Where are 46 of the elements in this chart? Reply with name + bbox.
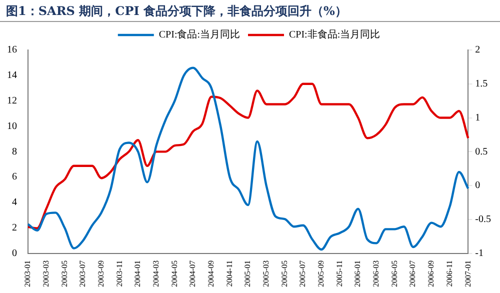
y2-tick-label: -1: [475, 248, 484, 259]
y-tick-label: 6: [12, 172, 17, 183]
y-tick-label: 8: [12, 146, 17, 158]
x-tick-label: 2006-09: [426, 260, 436, 288]
x-tick-label: 2003-07: [78, 260, 88, 288]
y2-tick-label: 1.5: [475, 78, 488, 90]
x-tick-label: 2006-07: [408, 260, 418, 288]
y-tick-label: 16: [7, 44, 17, 56]
x-tick-label: 2005-01: [243, 260, 252, 288]
x-tick-label: 2005-09: [316, 260, 326, 288]
y-tick-label: 4: [12, 197, 17, 208]
x-tick-label: 2005-03: [262, 260, 271, 288]
y-tick-label: 0: [12, 248, 17, 259]
x-tick-label: 2004-09: [206, 260, 216, 288]
x-tick-label: 2003-09: [96, 260, 106, 288]
x-tick-label: 2006-11: [444, 260, 454, 287]
y-tick-label: 10: [7, 120, 17, 132]
x-tick-label: 2006-05: [390, 260, 399, 288]
x-tick-label: 2006-01: [353, 260, 362, 288]
x-tick-label: 2003-05: [60, 260, 69, 288]
x-tick-label: 2003-11: [114, 260, 124, 287]
x-tick-label: 2004-03: [151, 260, 160, 288]
x-tick-label: 2004-05: [170, 260, 179, 288]
y2-tick-label: -0.5: [475, 214, 492, 226]
x-tick-label: 2005-05: [280, 260, 289, 288]
y2-tick-label: 0.5: [475, 146, 488, 158]
legend-label: CPI:非食品:当月同比: [289, 28, 380, 41]
x-tick-label: 2004-07: [188, 260, 198, 288]
line-series: [26, 82, 470, 230]
y2-tick-label: 0: [475, 180, 480, 192]
x-tick-label: 2003-01: [23, 260, 32, 288]
x-tick-label: 2005-11: [334, 260, 344, 287]
x-tick-label: 2003-03: [41, 260, 50, 288]
y2-tick-label: 2: [475, 44, 480, 56]
y-tick-label: 2: [12, 222, 17, 234]
x-tick-label: 2005-07: [298, 260, 308, 288]
chart-title: 图1：SARS 期间，CPI 食品分项下降，非食品分项回升（%）: [0, 0, 500, 22]
x-tick-label: 2004-11: [224, 260, 234, 287]
y2-tick-label: 1: [475, 112, 480, 124]
y-tick-label: 14: [7, 70, 17, 82]
x-tick-label: 2007-01: [463, 260, 472, 288]
line-series: [26, 66, 470, 251]
x-tick-label: 2006-03: [372, 260, 381, 288]
x-tick-label: 2004-01: [133, 260, 142, 288]
y-tick-label: 12: [7, 95, 17, 106]
legend-label: CPI:食品:当月同比: [158, 28, 240, 41]
